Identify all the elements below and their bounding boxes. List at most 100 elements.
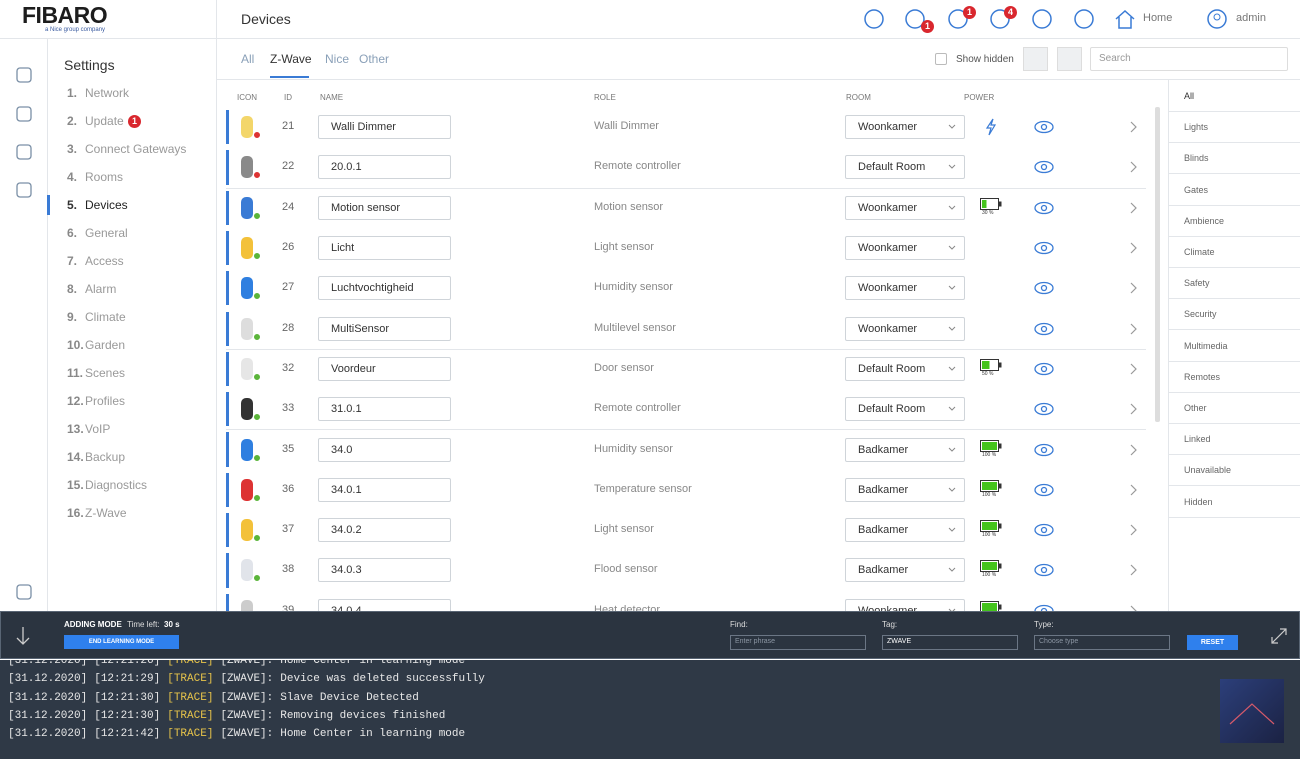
room-select[interactable]: Default Room: [845, 155, 965, 180]
room-select[interactable]: Woonkamer: [845, 236, 965, 261]
expand-icon[interactable]: [1270, 627, 1288, 645]
tab[interactable]: Z-Wave: [270, 52, 312, 66]
device-name[interactable]: Voordeur: [318, 356, 451, 381]
settings-link[interactable]: Profiles: [85, 394, 126, 408]
room-select[interactable]: Woonkamer: [845, 316, 965, 341]
device-name[interactable]: 34.0.1: [318, 477, 451, 502]
header-icon[interactable]: [863, 8, 885, 30]
header-icon[interactable]: [1073, 8, 1095, 30]
filter-item[interactable]: Safety: [1184, 278, 1210, 289]
visibility-toggle[interactable]: [1034, 443, 1054, 457]
column-header[interactable]: ID: [284, 93, 292, 102]
room-select[interactable]: Woonkamer: [845, 115, 965, 140]
settings-link[interactable]: Backup: [85, 450, 126, 464]
tool-button[interactable]: [1023, 47, 1048, 71]
visibility-toggle[interactable]: [1034, 563, 1054, 577]
visibility-toggle[interactable]: [1034, 160, 1054, 174]
room-select[interactable]: Default Room: [845, 397, 965, 422]
search-box[interactable]: Search: [1090, 47, 1288, 71]
device-name[interactable]: 34.0.3: [318, 558, 451, 583]
row-arrow[interactable]: [1129, 161, 1137, 173]
header-icon[interactable]: [947, 8, 969, 30]
filter-item[interactable]: Unavailable: [1184, 465, 1232, 476]
room-select[interactable]: Woonkamer: [845, 276, 965, 301]
settings-link[interactable]: Garden: [85, 338, 126, 352]
row-arrow[interactable]: [1129, 121, 1137, 133]
type-select[interactable]: Choose type: [1034, 635, 1170, 650]
filter-item[interactable]: Ambience: [1184, 215, 1225, 226]
column-header[interactable]: NAME: [320, 93, 344, 102]
room-select[interactable]: Badkamer: [845, 518, 965, 543]
visibility-toggle[interactable]: [1034, 523, 1054, 537]
row-arrow[interactable]: [1129, 403, 1137, 415]
user-icon[interactable]: [1206, 8, 1228, 30]
header-icon[interactable]: [904, 8, 926, 30]
settings-link[interactable]: VoIP: [85, 422, 111, 436]
settings-link[interactable]: Rooms: [85, 170, 124, 184]
settings-link[interactable]: Connect Gateways: [85, 142, 187, 156]
visibility-toggle[interactable]: [1034, 281, 1054, 295]
end-learning-button[interactable]: END LEARNING MODE: [64, 635, 179, 649]
room-select[interactable]: Badkamer: [845, 437, 965, 462]
row-arrow[interactable]: [1129, 202, 1137, 214]
device-name[interactable]: 31.0.1: [318, 397, 451, 422]
rail-icon[interactable]: [15, 105, 33, 123]
room-select[interactable]: Badkamer: [845, 558, 965, 583]
settings-link[interactable]: Network: [85, 86, 130, 100]
tag-select[interactable]: ZWAVE: [882, 635, 1018, 650]
tool-button[interactable]: [1057, 47, 1082, 71]
visibility-toggle[interactable]: [1034, 241, 1054, 255]
settings-link[interactable]: Scenes: [85, 366, 126, 380]
home-icon[interactable]: [1114, 8, 1136, 30]
settings-link[interactable]: Devices: [85, 198, 128, 212]
rail-icon[interactable]: [15, 143, 33, 161]
settings-link[interactable]: Access: [85, 254, 124, 268]
device-name[interactable]: 34.0.2: [318, 518, 451, 543]
row-arrow[interactable]: [1129, 484, 1137, 496]
device-name[interactable]: 20.0.1: [318, 155, 451, 180]
row-arrow[interactable]: [1129, 242, 1137, 254]
visibility-toggle[interactable]: [1034, 483, 1054, 497]
column-header[interactable]: ROOM: [846, 93, 871, 102]
tab[interactable]: All: [241, 52, 255, 66]
row-arrow[interactable]: [1129, 363, 1137, 375]
settings-link[interactable]: Diagnostics: [85, 478, 148, 492]
filter-item[interactable]: Linked: [1184, 434, 1211, 445]
home-menu[interactable]: Home: [1143, 12, 1173, 24]
filter-item[interactable]: Blinds: [1184, 153, 1209, 164]
tab[interactable]: Other: [359, 52, 390, 66]
settings-link[interactable]: Climate: [85, 310, 126, 324]
device-name[interactable]: 34.0: [318, 437, 451, 462]
room-select[interactable]: Badkamer: [845, 477, 965, 502]
header-icon[interactable]: [1031, 8, 1053, 30]
row-arrow[interactable]: [1129, 323, 1137, 335]
visibility-toggle[interactable]: [1034, 201, 1054, 215]
visibility-toggle[interactable]: [1034, 120, 1054, 134]
row-arrow[interactable]: [1129, 564, 1137, 576]
rail-icon[interactable]: [15, 583, 33, 601]
row-arrow[interactable]: [1129, 524, 1137, 536]
filter-item[interactable]: Multimedia: [1184, 340, 1228, 351]
settings-link[interactable]: Update: [85, 114, 124, 128]
filter-item[interactable]: Climate: [1184, 247, 1215, 257]
filter-item[interactable]: Security: [1184, 309, 1217, 320]
visibility-toggle[interactable]: [1034, 402, 1054, 416]
visibility-toggle[interactable]: [1034, 322, 1054, 336]
tab[interactable]: Nice: [325, 52, 350, 66]
user-menu[interactable]: admin: [1236, 12, 1266, 24]
device-name[interactable]: Luchtvochtigheid: [318, 276, 451, 301]
filter-item[interactable]: Remotes: [1184, 371, 1221, 382]
row-arrow[interactable]: [1129, 282, 1137, 294]
rail-icon[interactable]: [15, 181, 33, 199]
visibility-toggle[interactable]: [1034, 362, 1054, 376]
settings-link[interactable]: General: [85, 226, 128, 240]
device-name[interactable]: Motion sensor: [318, 195, 451, 220]
filter-item[interactable]: Gates: [1184, 184, 1209, 195]
header-icon[interactable]: [989, 8, 1011, 30]
find-input[interactable]: Enter phrase: [730, 635, 866, 650]
room-select[interactable]: Default Room: [845, 356, 965, 381]
room-select[interactable]: Woonkamer: [845, 195, 965, 220]
checkbox[interactable]: [935, 53, 947, 65]
device-name[interactable]: Licht: [318, 236, 451, 261]
row-arrow[interactable]: [1129, 444, 1137, 456]
